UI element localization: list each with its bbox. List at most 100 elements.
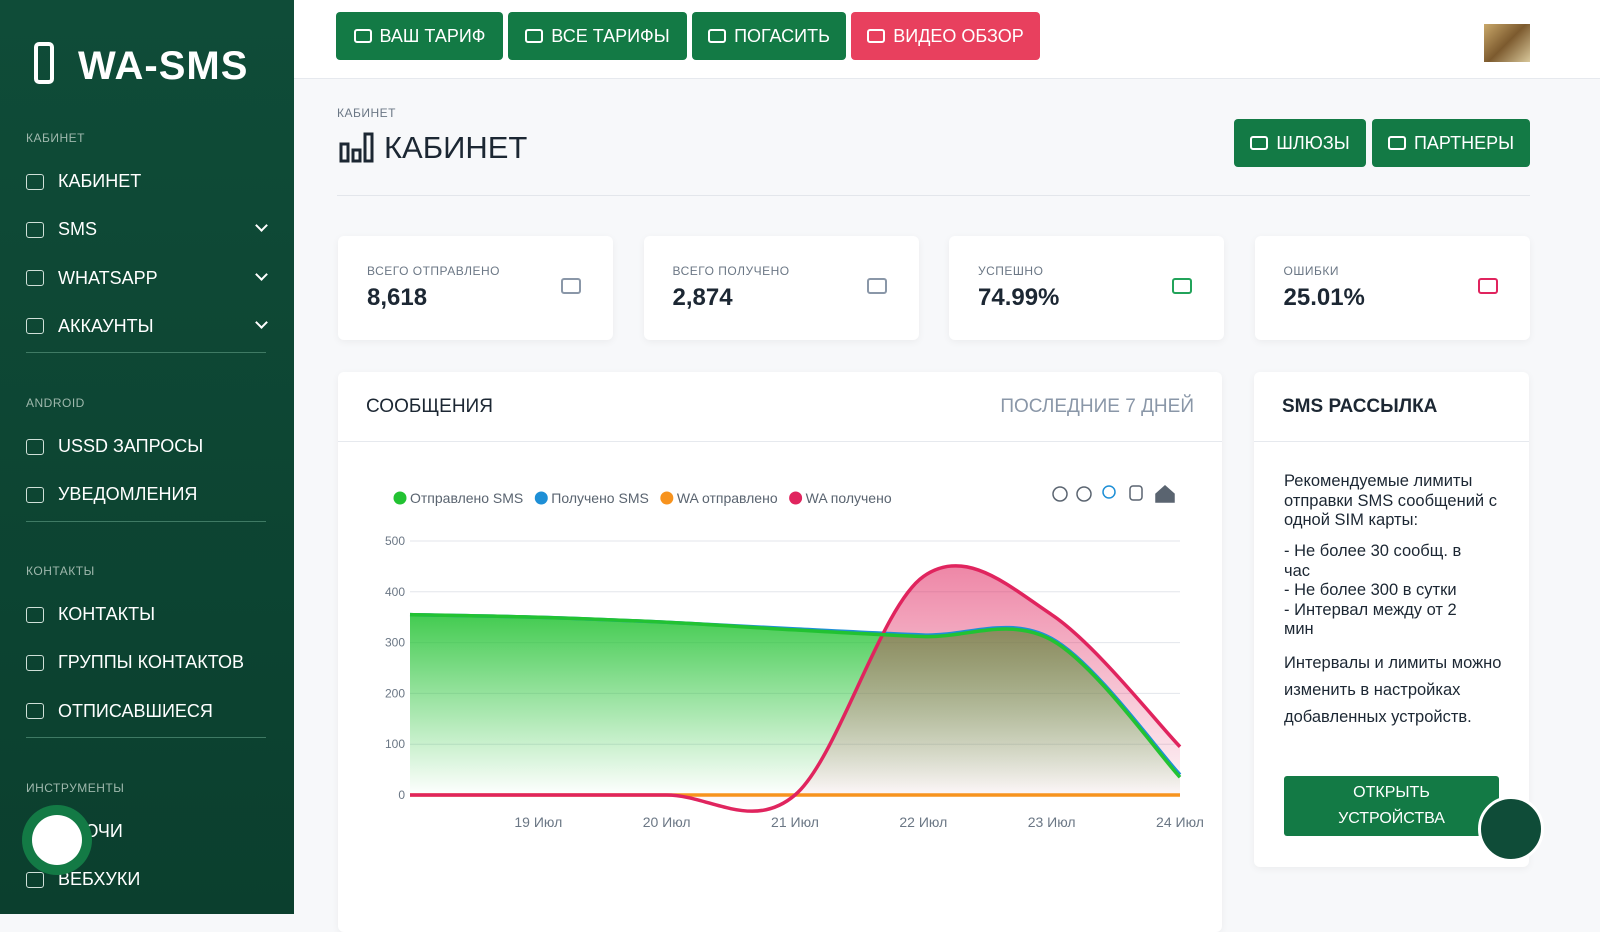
y-tick-label: 300 bbox=[385, 636, 405, 650]
nav-item[interactable]: WHATSAPP bbox=[26, 267, 268, 289]
period[interactable]: ПОСЛЕДНИЕ 7 ДНЕЙ bbox=[1000, 396, 1194, 417]
intro: Рекомендуемые лимиты отправки SMS сообще… bbox=[1284, 472, 1497, 529]
line bbox=[410, 564, 1182, 813]
y-tick-label: 400 bbox=[385, 585, 405, 599]
stat-icon bbox=[561, 278, 581, 294]
nav-label: УВЕДОМЛЕНИЯ bbox=[58, 484, 198, 505]
nav-item[interactable]: USSD ЗАПРОСЫ bbox=[26, 436, 266, 457]
header-button[interactable]: ШЛЮЗЫ bbox=[1234, 119, 1366, 167]
y-tick-label: 100 bbox=[385, 737, 405, 751]
y-tick-label: 500 bbox=[385, 534, 405, 548]
nav-icon bbox=[26, 871, 44, 888]
chat-button[interactable] bbox=[22, 805, 92, 875]
nav-item[interactable]: АККАУНТЫ bbox=[26, 315, 268, 337]
top-button[interactable]: ВИДЕО ОБЗОР bbox=[851, 12, 1040, 60]
nav-item[interactable]: ВЕБХУКИ bbox=[26, 869, 266, 890]
open-devices-button[interactable]: ОТКРЫТЬ УСТРОЙСТВА bbox=[1284, 776, 1499, 836]
breadcrumb[interactable]: КАБИНЕТ bbox=[337, 106, 396, 120]
nav-icon bbox=[26, 606, 44, 623]
button-label: ВИДЕО ОБЗОР bbox=[893, 25, 1024, 46]
x-tick-label: 19 Июл bbox=[514, 814, 562, 830]
divider bbox=[338, 441, 1222, 442]
zoom-in[interactable] bbox=[1052, 486, 1068, 502]
top-button[interactable]: ВАШ ТАРИФ bbox=[336, 12, 503, 60]
stat-icon bbox=[866, 278, 887, 294]
button-icon bbox=[353, 29, 372, 43]
x-tick-label: 22 Июл bbox=[899, 814, 947, 830]
limits: - Не более 30 сообщ. в час - Не более 300… bbox=[1284, 542, 1484, 640]
legend-marker bbox=[789, 491, 803, 505]
top-button[interactable]: ВСЕ ТАРИФЫ bbox=[508, 12, 687, 60]
top-button[interactable]: ПОГАСИТЬ bbox=[692, 12, 846, 60]
stat-label: ВСЕГО ОТПРАВЛЕНО bbox=[367, 264, 501, 278]
toolbar bbox=[1052, 484, 1175, 503]
page-title: КАБИНЕТ bbox=[384, 130, 528, 165]
separator bbox=[26, 352, 266, 354]
stat-value: 25.01% bbox=[1283, 284, 1365, 311]
nav-item[interactable]: КОНТАКТЫ bbox=[26, 604, 266, 625]
chevron bbox=[255, 316, 268, 329]
button-icon bbox=[1387, 136, 1406, 150]
stat-card: ВСЕГО ОТПРАВЛЕНО 8,618 bbox=[338, 236, 613, 340]
stat-value: 8,618 bbox=[367, 284, 428, 311]
section-title: КАБИНЕТ bbox=[26, 131, 85, 145]
legend-marker bbox=[660, 491, 674, 505]
button-icon bbox=[708, 29, 727, 43]
nav-item[interactable]: ОТПИСАВШИЕСЯ bbox=[26, 701, 266, 722]
legend-label: WA отправлено bbox=[677, 490, 778, 506]
nav-icon bbox=[26, 221, 44, 238]
pan[interactable] bbox=[1129, 485, 1143, 501]
nav-item[interactable]: УВЕДОМЛЕНИЯ bbox=[26, 484, 266, 505]
divider bbox=[1254, 441, 1529, 442]
logo: WA-SMS bbox=[78, 44, 249, 88]
stat-card: ОШИБКИ 25.01% bbox=[1254, 236, 1530, 340]
sms-card: SMS РАССЫЛКА Рекомендуемые лимиты отправ… bbox=[1254, 372, 1529, 867]
nav-icon bbox=[26, 318, 44, 335]
button-icon bbox=[525, 29, 544, 43]
chat-icon bbox=[32, 815, 82, 865]
button-icon bbox=[867, 29, 886, 43]
avatar[interactable] bbox=[1484, 24, 1530, 62]
zoom-out[interactable] bbox=[1076, 486, 1092, 502]
nav-label: ОТПИСАВШИЕСЯ bbox=[58, 700, 213, 721]
chevron bbox=[255, 219, 268, 233]
sidebar: WA-SMS КАБИНЕТ КАБИНЕТ SMS WHATSAPP АККАУНТЫ… bbox=[0, 0, 294, 914]
x-tick-label: 20 Июл bbox=[643, 814, 691, 830]
stat-label: ВСЕГО ПОЛУЧЕНО bbox=[672, 264, 790, 278]
legend-label: Отправлено SMS bbox=[410, 490, 523, 506]
section-title: ИНСТРУМЕНТЫ bbox=[26, 781, 125, 795]
button-icon bbox=[1250, 136, 1269, 150]
nav-item[interactable]: SMS bbox=[26, 219, 268, 240]
separator bbox=[26, 736, 266, 738]
nav-label: АККАУНТЫ bbox=[58, 315, 154, 336]
stat-value: 74.99% bbox=[978, 284, 1060, 311]
zoom[interactable] bbox=[1102, 485, 1116, 499]
section-title: КОНТАКТЫ bbox=[26, 564, 95, 578]
y-tick-label: 0 bbox=[398, 788, 405, 802]
y-tick-label: 200 bbox=[385, 686, 405, 700]
nav-icon bbox=[26, 486, 44, 503]
header-button[interactable]: ПАРТНЕРЫ bbox=[1372, 119, 1530, 167]
section-title: ANDROID bbox=[26, 396, 85, 410]
translate-button[interactable] bbox=[1478, 796, 1544, 862]
nav-label: WHATSAPP bbox=[58, 267, 158, 288]
limit: - Интервал между от 2 мин bbox=[1284, 600, 1457, 639]
nav-icon bbox=[26, 173, 44, 190]
stat-card: УСПЕШНО 74.99% bbox=[949, 236, 1224, 340]
stat-value: 2,874 bbox=[672, 284, 733, 311]
stat-label: УСПЕШНО bbox=[978, 264, 1044, 278]
line bbox=[409, 612, 1182, 779]
limit: - Не более 300 в сутки bbox=[1284, 581, 1457, 599]
nav-item[interactable]: КАБИНЕТ bbox=[26, 171, 266, 192]
title-icon bbox=[339, 132, 374, 163]
card-title: SMS РАССЫЛКА bbox=[1282, 396, 1438, 417]
reset[interactable] bbox=[1155, 484, 1175, 503]
legend-label: Получено SMS bbox=[551, 490, 649, 506]
button-label: ПАРТНЕРЫ bbox=[1413, 132, 1515, 153]
chevron bbox=[255, 267, 268, 281]
nav-icon bbox=[26, 654, 44, 671]
logo-icon bbox=[34, 42, 54, 84]
nav-item[interactable]: ГРУППЫ КОНТАКТОВ bbox=[26, 652, 266, 673]
stat-icon bbox=[1477, 278, 1498, 294]
